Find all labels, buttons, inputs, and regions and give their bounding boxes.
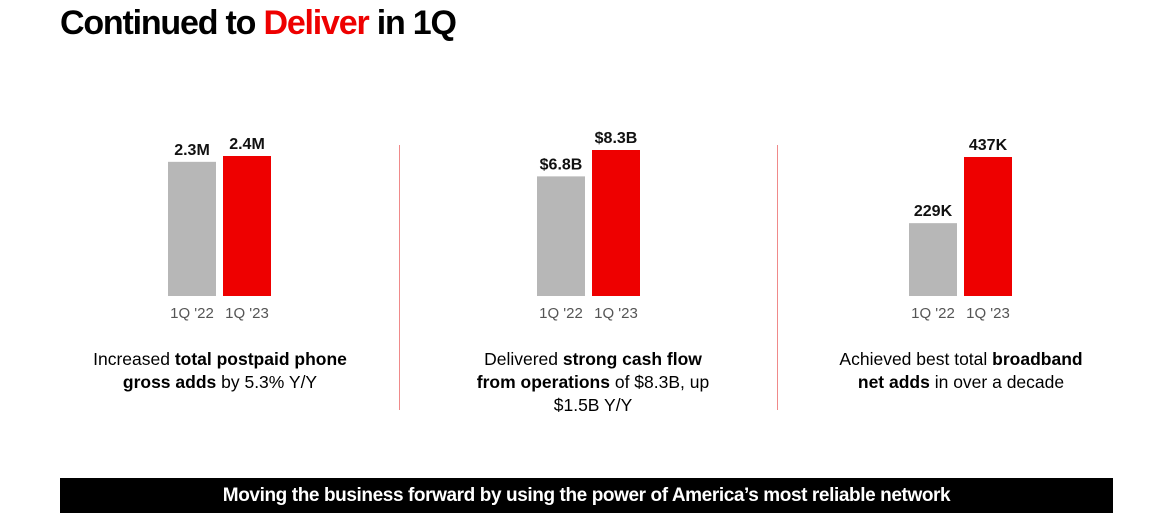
bar-1-2 [223,156,271,296]
title-accent: Deliver [263,4,369,42]
caption-highlight: strong cash flow from operations [476,349,702,392]
caption-highlight: broadband net adds [857,349,1083,392]
title-suffix: in 1Q [368,4,457,42]
data-label: $8.3B [595,130,638,147]
page-title: Continued to Deliver in 1Q [60,4,457,43]
x-tick-label: 1Q '22 [539,305,583,322]
bar-1-1 [168,161,216,296]
title-prefix: Continued to [60,4,264,42]
x-tick-label: 1Q '23 [594,305,638,322]
x-tick-label: 1Q '23 [225,305,269,322]
bar-2-2 [592,150,640,296]
bar-2-1 [537,176,585,296]
x-tick-label: 1Q '22 [911,305,955,322]
x-tick-label: 1Q '22 [170,305,214,322]
caption-cash-flow: Delivered strong cash flow from operatio… [476,349,710,415]
caption-gross-adds: Increased total postpaid phone gross add… [93,349,347,392]
banner-text: Moving the business forward by using the… [222,484,951,506]
caption-broadband: Achieved best total broadband net adds i… [839,349,1083,392]
section-divider-2 [777,145,778,410]
data-label: 229K [914,203,953,220]
data-label: 2.4M [229,136,265,153]
bottom-banner: Moving the business forward by using the… [60,478,1113,513]
bar-3-2 [964,157,1012,296]
kpi-bar-charts: 2.3M 1Q '22 2.4M 1Q '23 $6.8B 1Q '22 $8.3B 1Q '… [168,130,1012,322]
data-label: 2.3M [174,142,210,159]
bar-3-1 [909,223,957,296]
section-divider-1 [399,145,400,410]
x-tick-label: 1Q '23 [966,305,1010,322]
data-label: 437K [969,137,1008,154]
caption-highlight: total postpaid phone gross adds [122,349,347,392]
data-label: $6.8B [540,156,583,173]
